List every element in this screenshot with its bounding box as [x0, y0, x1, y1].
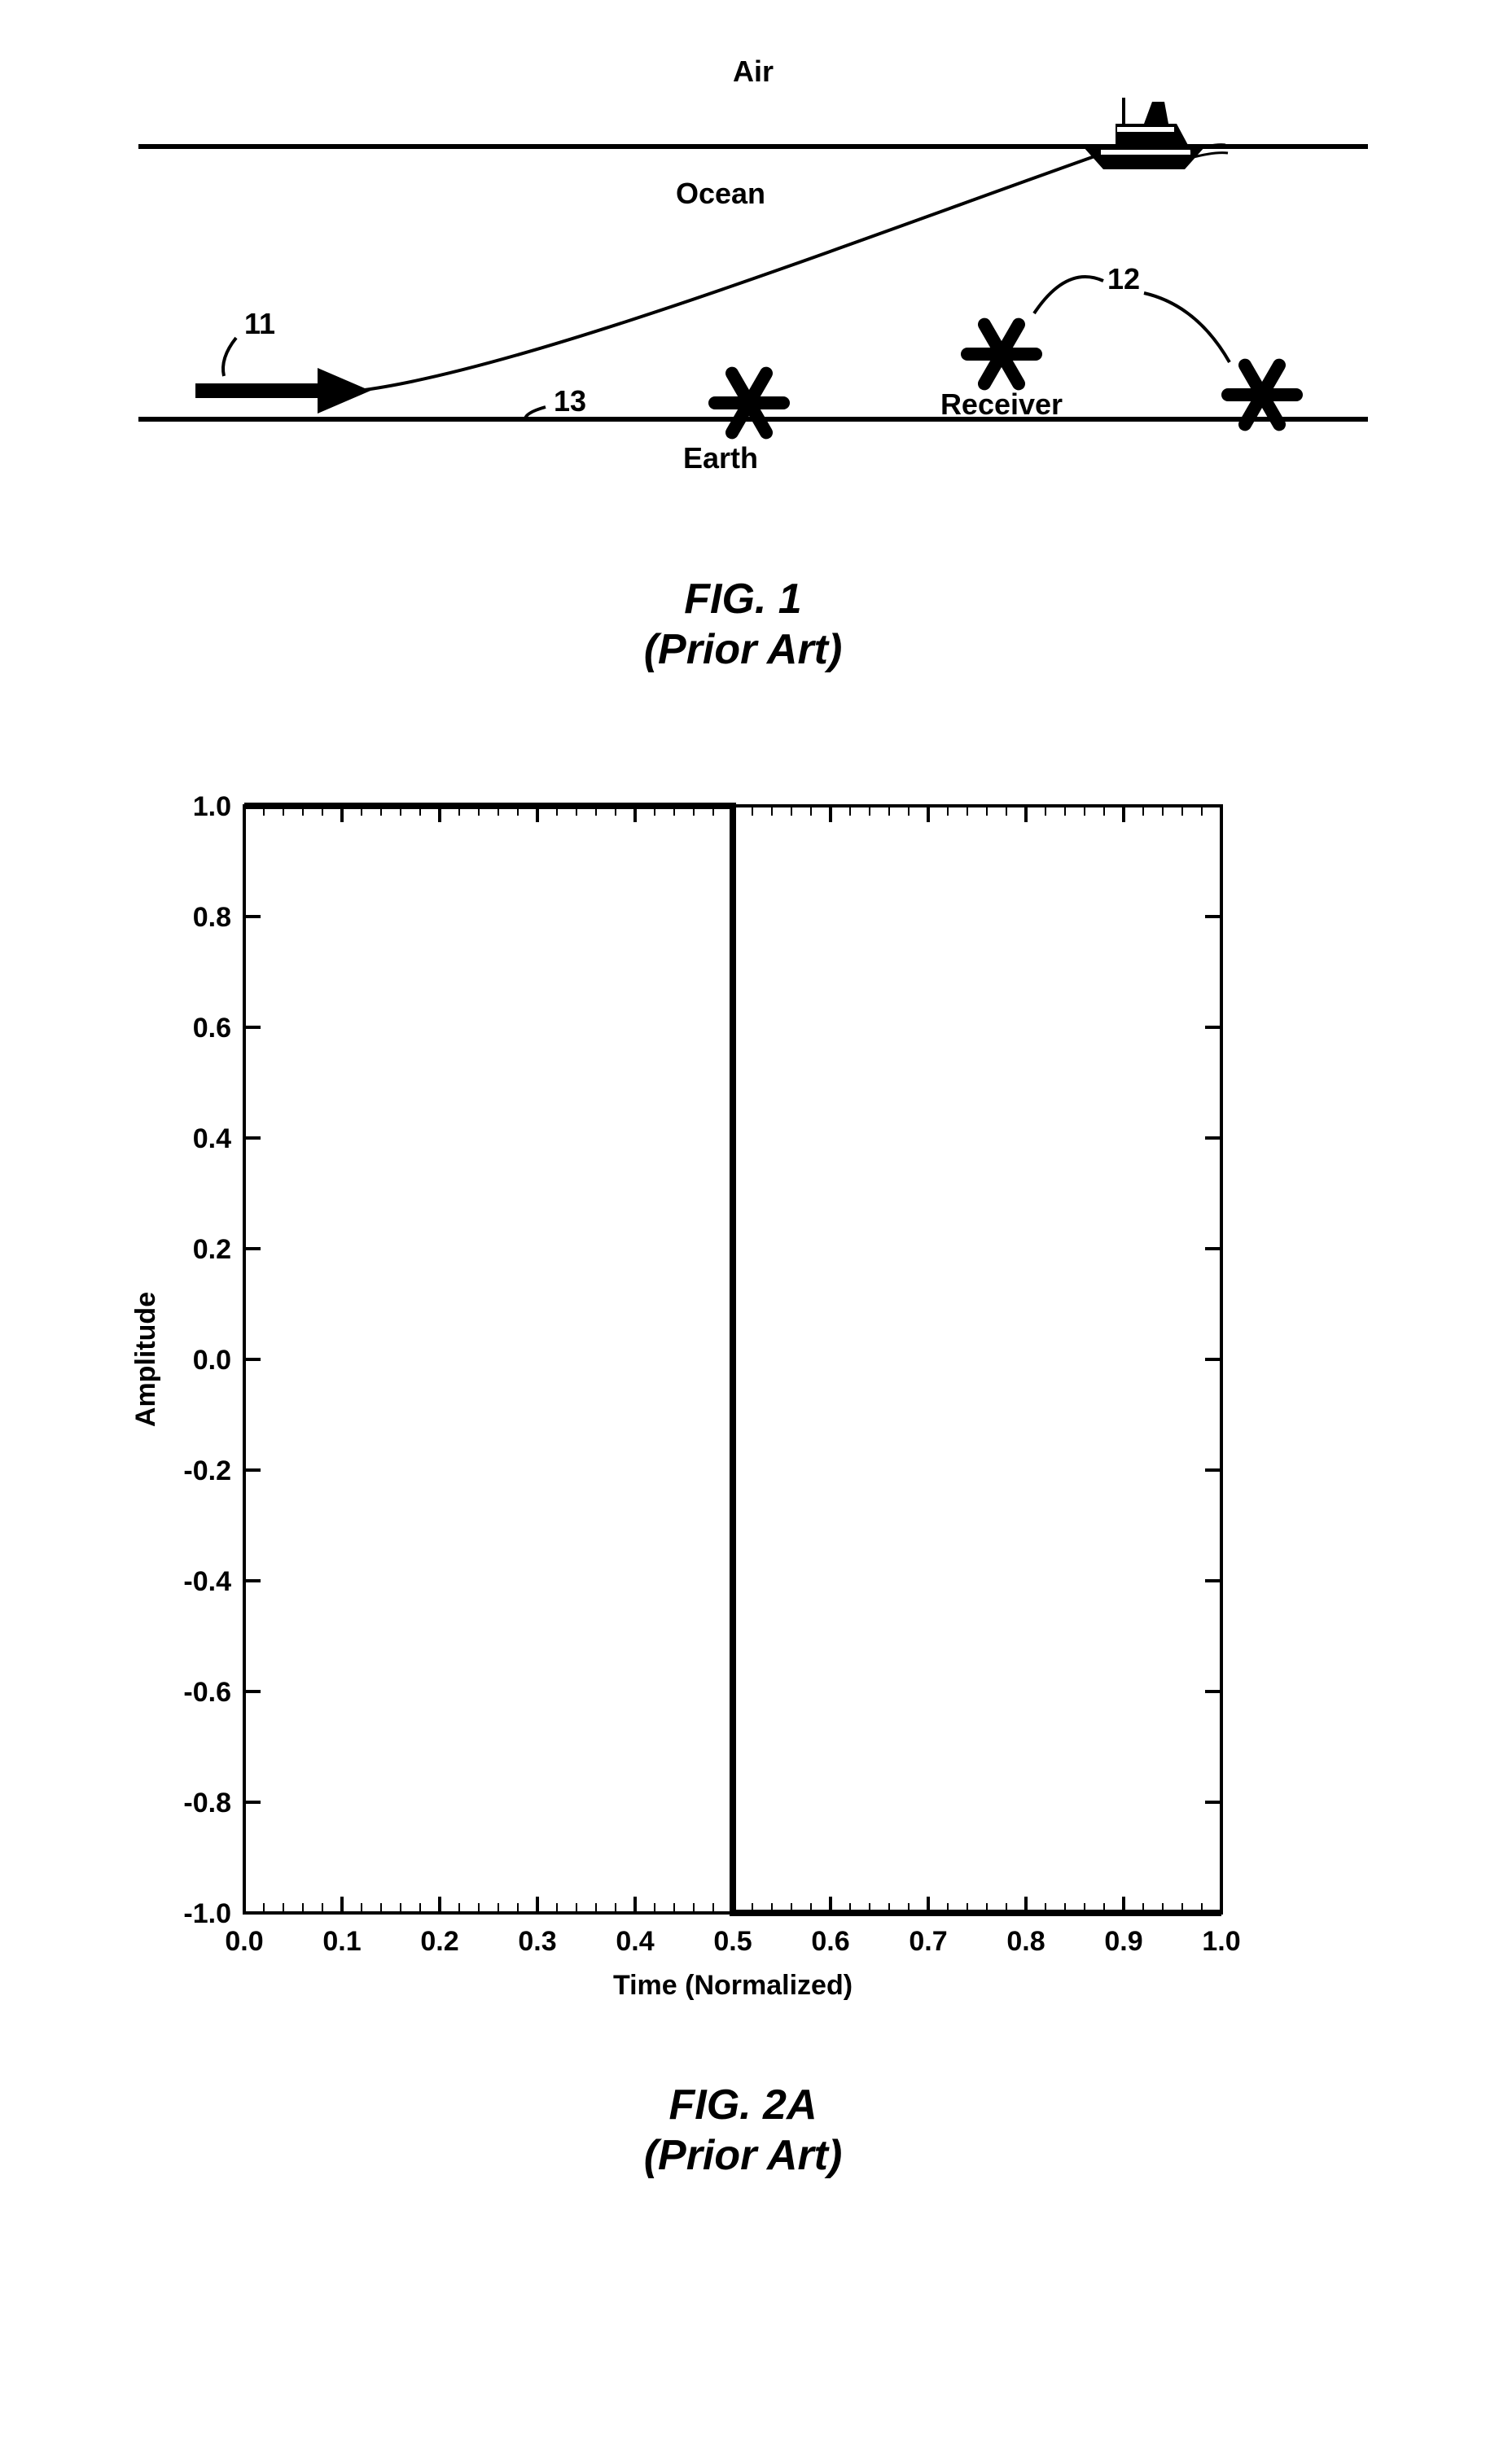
- svg-text:1.0: 1.0: [1202, 1926, 1240, 1957]
- svg-text:13: 13: [554, 384, 586, 418]
- svg-text:12: 12: [1107, 262, 1140, 295]
- fig2a-chart: 0.0 0.1 0.2 0.3 0.4 0.5 0.6 0.7 0.8 0.9 1.0 -1.0 -0.…: [33, 773, 1453, 2043]
- svg-text:0.2: 0.2: [193, 1234, 231, 1265]
- svg-text:-0.2: -0.2: [183, 1455, 231, 1486]
- svg-text:0.5: 0.5: [713, 1926, 752, 1957]
- svg-text:-1.0: -1.0: [183, 1898, 231, 1929]
- svg-text:Air: Air: [733, 55, 774, 88]
- svg-text:-0.4: -0.4: [183, 1566, 231, 1597]
- svg-text:Receiver: Receiver: [940, 387, 1063, 421]
- svg-text:-0.6: -0.6: [183, 1677, 231, 1708]
- svg-text:Amplitude: Amplitude: [130, 1292, 161, 1427]
- svg-text:Ocean: Ocean: [676, 177, 765, 210]
- svg-text:0.2: 0.2: [420, 1926, 458, 1957]
- svg-text:0.4: 0.4: [193, 1123, 231, 1154]
- fig1-diagram: Air Ocean Earth 11 13 Receiver 12: [33, 33, 1453, 537]
- svg-text:0.3: 0.3: [518, 1926, 556, 1957]
- svg-text:0.6: 0.6: [811, 1926, 849, 1957]
- svg-text:0.4: 0.4: [616, 1926, 654, 1957]
- svg-text:0.8: 0.8: [193, 902, 231, 933]
- svg-text:0.7: 0.7: [909, 1926, 947, 1957]
- svg-text:1.0: 1.0: [193, 791, 231, 822]
- fig2a-caption-line2: (Prior Art): [33, 2130, 1453, 2181]
- svg-text:0.8: 0.8: [1006, 1926, 1045, 1957]
- svg-text:0.1: 0.1: [322, 1926, 361, 1957]
- svg-text:0.6: 0.6: [193, 1013, 231, 1044]
- fig1-caption-line2: (Prior Art): [33, 624, 1453, 675]
- svg-text:Time (Normalized): Time (Normalized): [613, 1970, 853, 2001]
- svg-text:-0.8: -0.8: [183, 1788, 231, 1818]
- svg-text:0.9: 0.9: [1104, 1926, 1142, 1957]
- svg-text:Earth: Earth: [683, 441, 758, 475]
- svg-text:0.0: 0.0: [193, 1345, 231, 1376]
- fig2a-caption-line1: FIG. 2A: [33, 2080, 1453, 2130]
- fig2a-caption: FIG. 2A (Prior Art): [33, 2080, 1453, 2182]
- fig1-caption-line1: FIG. 1: [33, 574, 1453, 624]
- fig1-caption: FIG. 1 (Prior Art): [33, 574, 1453, 676]
- svg-text:0.0: 0.0: [225, 1926, 263, 1957]
- svg-text:11: 11: [244, 307, 275, 340]
